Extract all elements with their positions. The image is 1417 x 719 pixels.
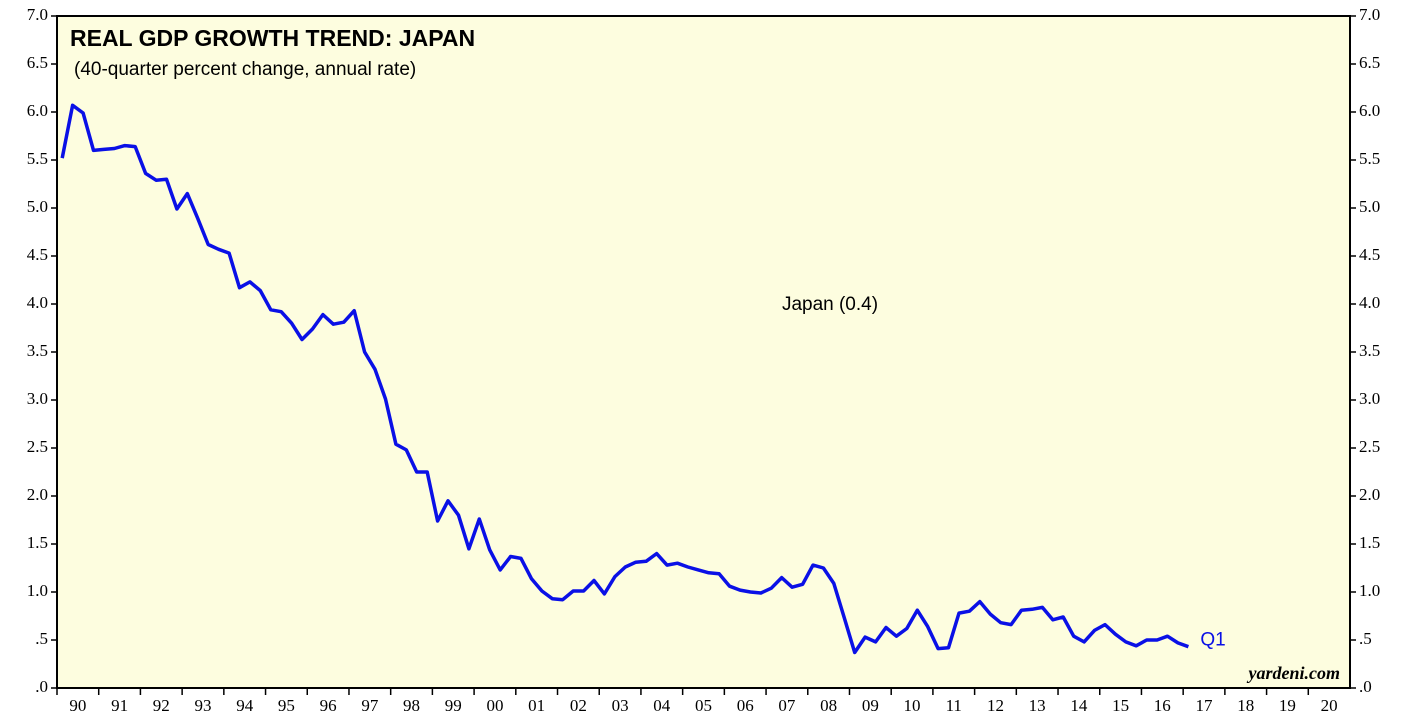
x-tick-label: 09 [862, 696, 879, 715]
x-tick-label: 90 [69, 696, 86, 715]
y-tick-label-right: 2.5 [1359, 437, 1380, 456]
x-tick-label: 18 [1237, 696, 1254, 715]
y-tick-label: 5.5 [27, 149, 48, 168]
x-tick-label: 95 [278, 696, 295, 715]
x-tick-label: 94 [236, 696, 254, 715]
chart-subtitle: (40-quarter percent change, annual rate) [74, 59, 416, 80]
y-tick-label-right: 3.0 [1359, 389, 1380, 408]
x-tick-label: 07 [778, 696, 796, 715]
series-annotation: Japan (0.4) [782, 294, 878, 315]
x-tick-label: 10 [904, 696, 921, 715]
x-tick-label: 00 [486, 696, 503, 715]
series-line [60, 103, 1189, 655]
y-tick-label: .0 [35, 677, 48, 696]
end-label: Q1 [1200, 630, 1225, 651]
y-tick-label-right: 6.0 [1359, 101, 1380, 120]
y-tick-label: 7.0 [27, 5, 48, 24]
y-tick-label: .5 [35, 629, 48, 648]
y-tick-label: 3.0 [27, 389, 48, 408]
x-tick-label: 99 [445, 696, 462, 715]
x-tick-label: 05 [695, 696, 712, 715]
y-tick-label: 4.5 [27, 245, 48, 264]
x-tick-label: 19 [1279, 696, 1296, 715]
x-tick-label: 13 [1029, 696, 1046, 715]
x-tick-label: 04 [653, 696, 671, 715]
y-tick-label: 6.5 [27, 53, 48, 72]
x-tick-label: 11 [946, 696, 962, 715]
y-tick-label-right: 6.5 [1359, 53, 1380, 72]
y-tick-label: 3.5 [27, 341, 48, 360]
x-tick-label: 92 [153, 696, 170, 715]
x-tick-label: 06 [737, 696, 754, 715]
x-tick-label: 20 [1321, 696, 1338, 715]
plot-area [56, 15, 1351, 689]
y-tick-label-right: 1.5 [1359, 533, 1380, 552]
x-tick-label: 03 [612, 696, 629, 715]
x-tick-label: 01 [528, 696, 545, 715]
y-tick-label-right: 7.0 [1359, 5, 1380, 24]
y-tick-label-right: 4.0 [1359, 293, 1380, 312]
source: yardeni.com [1247, 663, 1341, 683]
x-tick-label: 15 [1112, 696, 1129, 715]
y-tick-label: 6.0 [27, 101, 48, 120]
x-tick-label: 93 [194, 696, 211, 715]
y-tick-label: 2.5 [27, 437, 48, 456]
x-tick-label: 02 [570, 696, 587, 715]
y-tick-label-right: 4.5 [1359, 245, 1380, 264]
y-tick-label-right: 5.5 [1359, 149, 1380, 168]
y-tick-label: 5.0 [27, 197, 48, 216]
y-tick-label: 4.0 [27, 293, 48, 312]
y-tick-label-right: 2.0 [1359, 485, 1380, 504]
chart-title: REAL GDP GROWTH TREND: JAPAN [70, 25, 475, 51]
y-tick-label: 2.0 [27, 485, 48, 504]
y-tick-label-right: .0 [1359, 677, 1372, 696]
x-tick-label: 17 [1196, 696, 1214, 715]
x-tick-label: 08 [820, 696, 837, 715]
x-tick-label: 91 [111, 696, 128, 715]
y-tick-label-right: 1.0 [1359, 581, 1380, 600]
x-tick-label: 96 [320, 696, 337, 715]
x-tick-label: 14 [1070, 696, 1088, 715]
y-tick-label-right: 3.5 [1359, 341, 1380, 360]
x-tick-label: 98 [403, 696, 420, 715]
y-tick-label-right: 5.0 [1359, 197, 1380, 216]
x-tick-label: 97 [361, 696, 379, 715]
x-tick-label: 12 [987, 696, 1004, 715]
y-tick-label-right: .5 [1359, 629, 1372, 648]
y-tick-label: 1.5 [27, 533, 48, 552]
x-tick-label: 16 [1154, 696, 1171, 715]
y-tick-label: 1.0 [27, 581, 48, 600]
